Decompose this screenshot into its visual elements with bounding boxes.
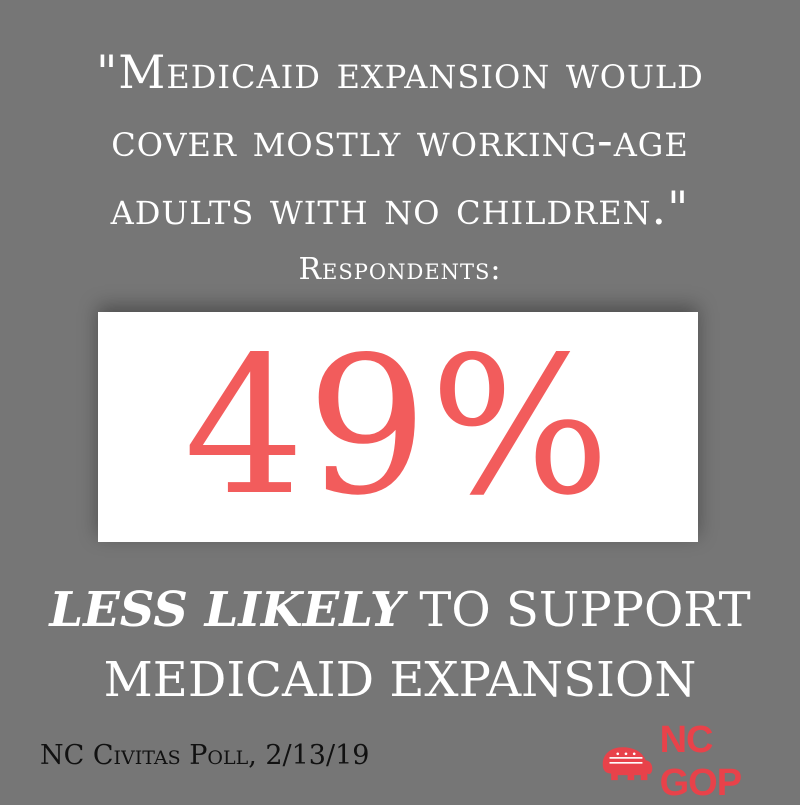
stat-box: 49%	[98, 312, 698, 542]
result-rest: TO SUPPORT	[404, 582, 751, 638]
source-citation: NC Civitas Poll, 2/13/19	[40, 740, 370, 771]
elephant-icon	[602, 747, 653, 781]
ncgop-logo: NC GOP	[598, 719, 778, 804]
result-emphasis: LESS LIKELY	[49, 582, 405, 638]
respondents-label: Respondents:	[298, 252, 502, 287]
quote: "Medicaid expansion would cover mostly w…	[40, 38, 760, 242]
quote-line-3: adults with no children."	[110, 181, 690, 235]
result-text: LESS LIKELY TO SUPPORT MEDICAID EXPANSIO…	[0, 575, 800, 715]
result-line-2: MEDICAID EXPANSION	[103, 652, 697, 708]
result-line-1: LESS LIKELY TO SUPPORT	[0, 575, 800, 645]
stat-value: 49%	[183, 316, 613, 537]
logo-text: NC GOP	[659, 719, 742, 804]
quote-line-2: cover mostly working-age	[111, 113, 689, 167]
quote-line-1: "Medicaid expansion would	[96, 45, 704, 99]
